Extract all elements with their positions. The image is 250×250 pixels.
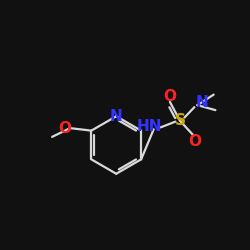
Text: N: N — [196, 95, 208, 110]
Text: N: N — [110, 109, 123, 124]
Text: O: O — [58, 121, 71, 136]
Text: S: S — [174, 113, 186, 128]
Text: HN: HN — [136, 119, 162, 134]
Text: O: O — [188, 134, 202, 148]
Text: O: O — [164, 89, 176, 104]
